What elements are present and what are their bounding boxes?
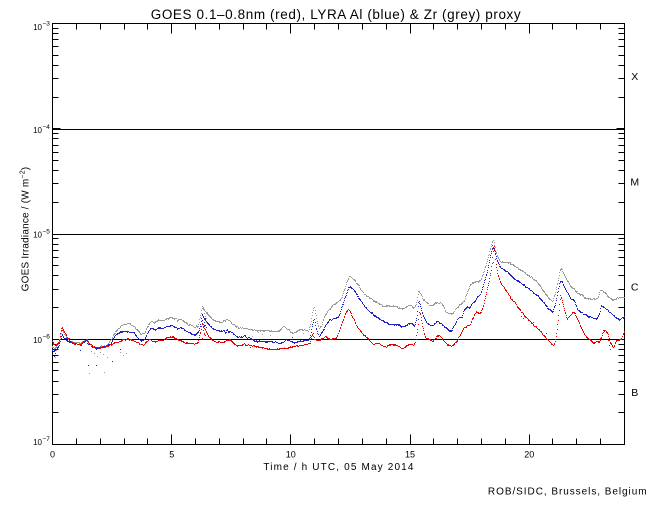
svg-text:−6: −6 xyxy=(43,334,51,341)
svg-text:10: 10 xyxy=(33,438,42,447)
svg-text:−5: −5 xyxy=(43,229,51,236)
svg-text:GOES 0.1–0.8nm (red), LYRA Al: GOES 0.1–0.8nm (red), LYRA Al (blue) & Z… xyxy=(151,7,522,22)
svg-text:20: 20 xyxy=(524,450,534,460)
svg-text:ROB/SIDC, Brussels, Belgium: ROB/SIDC, Brussels, Belgium xyxy=(488,487,648,498)
svg-text:10: 10 xyxy=(33,231,42,240)
svg-text:Time / h UTC, 05 May 2014: Time / h UTC, 05 May 2014 xyxy=(263,462,414,473)
svg-text:−4: −4 xyxy=(43,124,51,131)
svg-text:10: 10 xyxy=(33,336,42,345)
svg-text:−3: −3 xyxy=(43,21,51,28)
svg-text:10: 10 xyxy=(286,450,296,460)
svg-text:X: X xyxy=(631,71,638,83)
svg-text:10: 10 xyxy=(33,126,42,135)
svg-text:C: C xyxy=(631,282,639,294)
svg-text:15: 15 xyxy=(405,450,415,460)
svg-text:10: 10 xyxy=(33,23,42,32)
svg-text:B: B xyxy=(631,387,638,399)
svg-text:0: 0 xyxy=(50,450,55,460)
svg-text:−7: −7 xyxy=(43,436,51,443)
svg-text:5: 5 xyxy=(169,450,174,460)
svg-text:M: M xyxy=(630,176,639,188)
svg-text:GOES Irradiance / (W m−2): GOES Irradiance / (W m−2) xyxy=(20,167,32,292)
